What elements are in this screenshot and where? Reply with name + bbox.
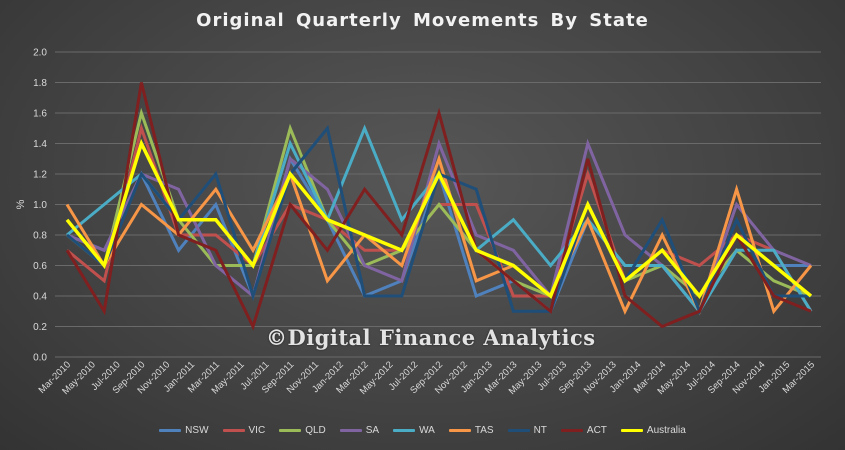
y-tick-label: 1.8 — [33, 78, 47, 89]
y-tick-label: 1.2 — [33, 170, 47, 181]
legend-item-act: ACT — [560, 425, 607, 436]
x-axis: Mar-2010May-2010Jul-2010Sep-2010Nov-2010… — [37, 359, 818, 397]
legend-item-australia: Australia — [620, 425, 686, 436]
legend-item-qld: QLD — [279, 425, 326, 436]
legend-item-wa: WA — [393, 425, 435, 436]
legend-item-tas: TAS — [448, 425, 494, 436]
series-lines — [65, 82, 813, 331]
legend-label: SA — [365, 425, 380, 436]
legend-swatch — [222, 429, 245, 432]
legend-swatch — [620, 429, 643, 432]
legend-item-nt: NT — [507, 425, 547, 436]
legend-label: NT — [533, 425, 547, 436]
y-tick-label: 0.8 — [33, 231, 47, 242]
y-tick-label: 0.0 — [33, 353, 47, 364]
legend-item-vic: VIC — [222, 425, 266, 436]
watermark: ©Digital Finance Analytics — [266, 325, 596, 350]
legend-item-nsw: NSW — [159, 425, 209, 436]
y-tick-label: 1.0 — [33, 200, 47, 211]
legend-label: TAS — [474, 425, 494, 436]
y-tick-label: 0.6 — [33, 261, 47, 272]
legend: NSW VIC QLD SA WA TAS NT ACT Australia — [0, 425, 845, 436]
series-line-act — [65, 82, 812, 331]
legend-label: QLD — [305, 425, 326, 436]
legend-swatch — [339, 429, 362, 432]
legend-label: Australia — [646, 425, 686, 436]
y-tick-label: 2.0 — [33, 48, 47, 59]
legend-swatch — [448, 429, 471, 432]
legend-swatch — [507, 429, 530, 432]
chart-title: Original Quarterly Movements By State — [196, 10, 649, 31]
y-tick-label: 1.6 — [33, 109, 47, 120]
series-line-australia — [65, 138, 813, 300]
y-tick-label: 0.2 — [33, 322, 47, 333]
legend-label: WA — [419, 425, 435, 436]
legend-swatch — [560, 429, 583, 432]
legend-item-sa: SA — [339, 425, 380, 436]
legend-label: ACT — [586, 425, 607, 436]
legend-swatch — [159, 429, 182, 432]
legend-label: NSW — [185, 425, 209, 436]
y-tick-label: 1.4 — [33, 139, 47, 150]
y-axis: 0.0 0.2 0.4 0.6 0.8 1.0 1.2 1.4 1.6 1.8 2.0% — [15, 48, 47, 364]
legend-swatch — [393, 429, 416, 432]
y-axis-label: % — [15, 199, 27, 209]
y-tick-label: 0.4 — [33, 292, 47, 303]
legend-label: VIC — [248, 425, 266, 436]
legend-swatch — [279, 429, 302, 432]
series-line-sa — [66, 138, 812, 315]
